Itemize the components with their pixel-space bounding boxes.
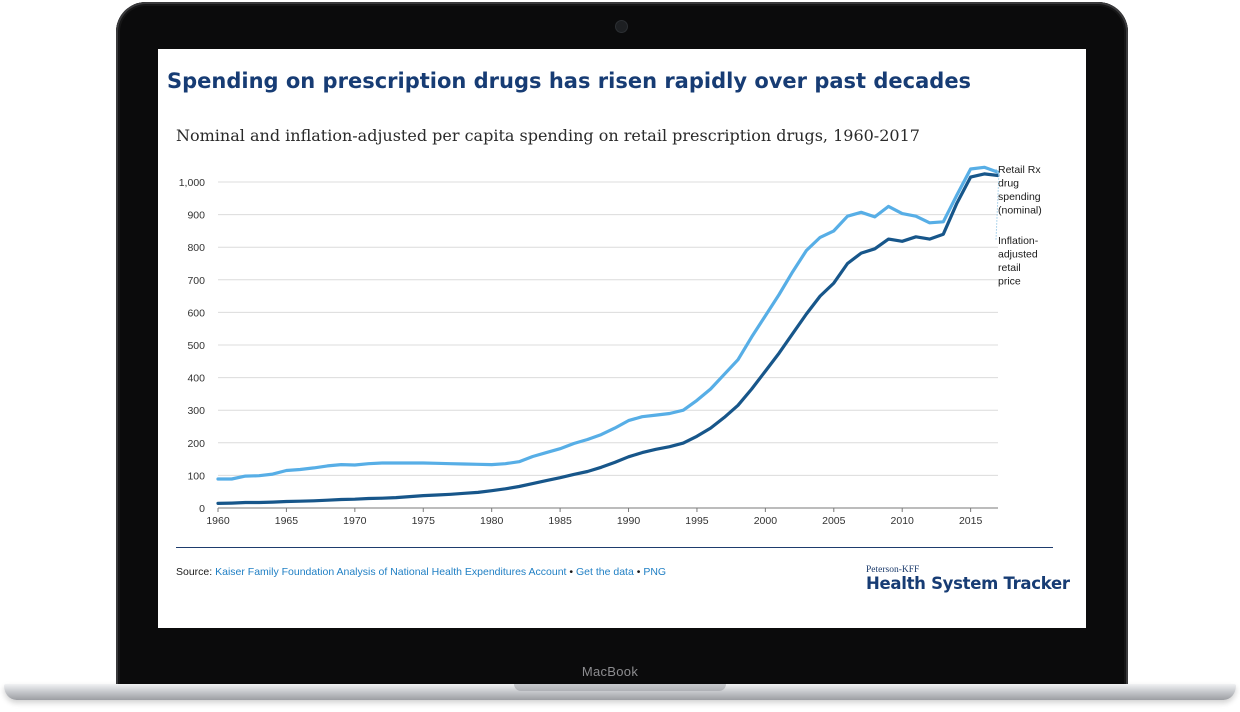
laptop-base — [4, 684, 1236, 700]
y-tick-label: 400 — [187, 373, 205, 385]
separator-dot: • — [636, 566, 641, 578]
get-data-link[interactable]: Get the data — [576, 566, 634, 578]
series-end-label: retail — [998, 262, 1021, 274]
source-prefix: Source: — [176, 566, 213, 578]
laptop-hinge-notch — [514, 684, 726, 691]
series-line — [216, 165, 1000, 481]
y-tick-label: 800 — [187, 242, 205, 254]
footer-divider — [176, 547, 1053, 548]
x-tick-label: 2000 — [754, 515, 778, 527]
camera-icon — [615, 20, 628, 33]
x-tick-label: 1970 — [343, 515, 367, 527]
leader-line — [995, 172, 1000, 241]
logo-small-text: Peterson-KFF — [866, 565, 920, 575]
x-tick-label: 1965 — [275, 515, 299, 527]
png-link[interactable]: PNG — [643, 566, 667, 578]
source-line: Source: Kaiser Family Foundation Analysi… — [176, 566, 666, 578]
x-tick-label: 2015 — [959, 515, 983, 527]
health-system-tracker-logo[interactable]: Health System Tracker — [866, 574, 1070, 593]
page-title: Spending on prescription drugs has risen… — [167, 69, 972, 93]
separator-dot: • — [569, 566, 574, 578]
y-tick-label: 900 — [187, 210, 205, 222]
x-tick-label: 1995 — [685, 515, 709, 527]
x-tick-label: 1975 — [412, 515, 436, 527]
series-end-label: (nominal) — [998, 205, 1042, 217]
y-tick-label: 100 — [187, 470, 205, 482]
device-brand-label: MacBook — [581, 664, 639, 679]
series-end-label: Inflation- — [998, 235, 1039, 247]
x-tick-label: 2010 — [891, 515, 915, 527]
source-link[interactable]: Kaiser Family Foundation Analysis of Nat… — [215, 566, 567, 578]
y-tick-label: 500 — [187, 340, 205, 352]
series-end-label: drug — [998, 178, 1019, 190]
screen: Spending on prescription drugs has risen… — [158, 49, 1086, 628]
y-tick-label: 700 — [187, 275, 205, 287]
series-end-label: price — [998, 276, 1021, 288]
series-end-label: adjusted — [998, 249, 1038, 261]
leader-line — [995, 168, 1000, 176]
series-end-label: Retail Rx — [998, 164, 1041, 176]
x-tick-label: 1985 — [548, 515, 572, 527]
y-tick-label: 200 — [187, 438, 205, 450]
y-tick-label: 300 — [187, 405, 205, 417]
series-line — [216, 172, 1000, 505]
x-tick-label: 1960 — [206, 515, 230, 527]
chart-subtitle: Nominal and inflation-adjusted per capit… — [176, 126, 920, 145]
y-tick-label: 0 — [199, 503, 205, 515]
y-tick-label: 1,000 — [179, 177, 205, 189]
x-tick-label: 1980 — [480, 515, 504, 527]
y-tick-label: 600 — [187, 307, 205, 319]
series-end-label: spending — [998, 191, 1041, 203]
line-chart: 0 100 200 300 400 500 600 700 800 900 1,000 1960 196… — [179, 164, 1042, 527]
x-tick-label: 2005 — [822, 515, 846, 527]
x-tick-label: 1990 — [617, 515, 641, 527]
